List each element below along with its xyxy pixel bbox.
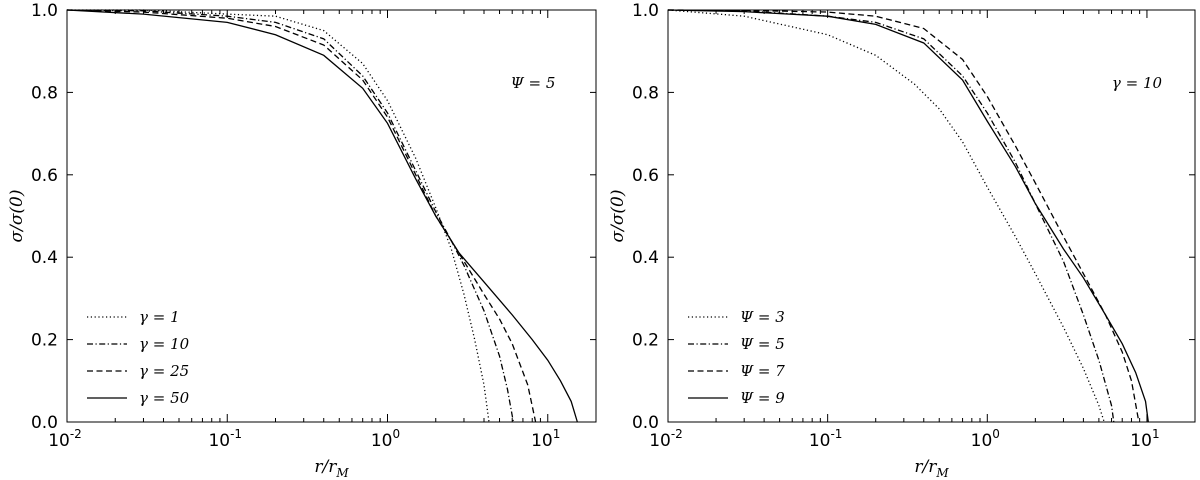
y-tick-label: 0.6: [632, 166, 659, 186]
series-line-2: [66, 9, 514, 423]
chart-panel-1: 0.0 0.2 0.4 0.6 0.8 1.0 10-2 10-1 100 101 r/rM σ/σ(…: [7, 1, 597, 480]
series-line-2: [667, 9, 1115, 423]
x-tick-label: 100: [371, 427, 400, 451]
y-tick-label: 0.0: [31, 413, 58, 433]
y-tick-label: 1.0: [31, 1, 58, 21]
y-axis-label: σ/σ(0): [608, 189, 628, 242]
parameter-annotation: γ = 10: [1112, 74, 1163, 92]
y-tick-label: 0.8: [31, 83, 58, 103]
chart-panel-2: 0.0 0.2 0.4 0.6 0.8 1.0 10-2 10-1 100 101 r/rM σ/σ(…: [608, 1, 1196, 480]
series-line-1: [667, 9, 1105, 423]
parameter-annotation: Ψ = 5: [511, 74, 556, 92]
legend-label-1: γ = 1: [139, 308, 180, 326]
plot-frame: [66, 9, 597, 423]
legend-label-3: γ = 25: [139, 362, 189, 380]
series-line-3: [667, 9, 1140, 423]
x-tick-label: 10-2: [649, 427, 683, 451]
legend: γ = 1 γ = 10 γ = 25 γ = 50: [87, 308, 190, 407]
series-line-1: [67, 9, 490, 423]
legend-label-4: γ = 50: [139, 389, 190, 407]
legend-label-3: Ψ = 7: [740, 362, 785, 380]
y-tick-label: 0.2: [632, 331, 659, 351]
x-tick-label: 101: [1130, 427, 1159, 451]
legend-label-4: Ψ = 9: [740, 389, 785, 407]
y-tick-label: 0.8: [632, 83, 659, 103]
x-tick-label: 10-1: [809, 427, 843, 451]
y-tick-label: 0.4: [31, 248, 58, 268]
series-line-4: [66, 9, 578, 423]
x-tick-label: 10-2: [48, 427, 82, 451]
legend-label-1: Ψ = 3: [740, 308, 785, 326]
y-tick-label: 0.6: [31, 166, 58, 186]
y-axis-label: σ/σ(0): [7, 189, 27, 242]
x-tick-label: 101: [531, 427, 560, 451]
legend: Ψ = 3 Ψ = 5 Ψ = 7 Ψ = 9: [688, 308, 785, 407]
series-line-3: [66, 9, 537, 423]
y-tick-label: 1.0: [632, 1, 659, 21]
x-axis-label: r/rM: [314, 457, 349, 480]
x-tick-label: 100: [971, 427, 1000, 451]
legend-label-2: Ψ = 5: [740, 335, 785, 353]
y-tick-label: 0.0: [632, 413, 659, 433]
x-axis-label: r/rM: [914, 457, 949, 480]
x-tick-label: 10-1: [208, 427, 242, 451]
legend-label-2: γ = 10: [139, 335, 190, 353]
y-tick-label: 0.2: [31, 331, 58, 351]
y-tick-label: 0.4: [632, 248, 659, 268]
plot-frame: [667, 9, 1196, 423]
series-line-4: [667, 9, 1149, 423]
